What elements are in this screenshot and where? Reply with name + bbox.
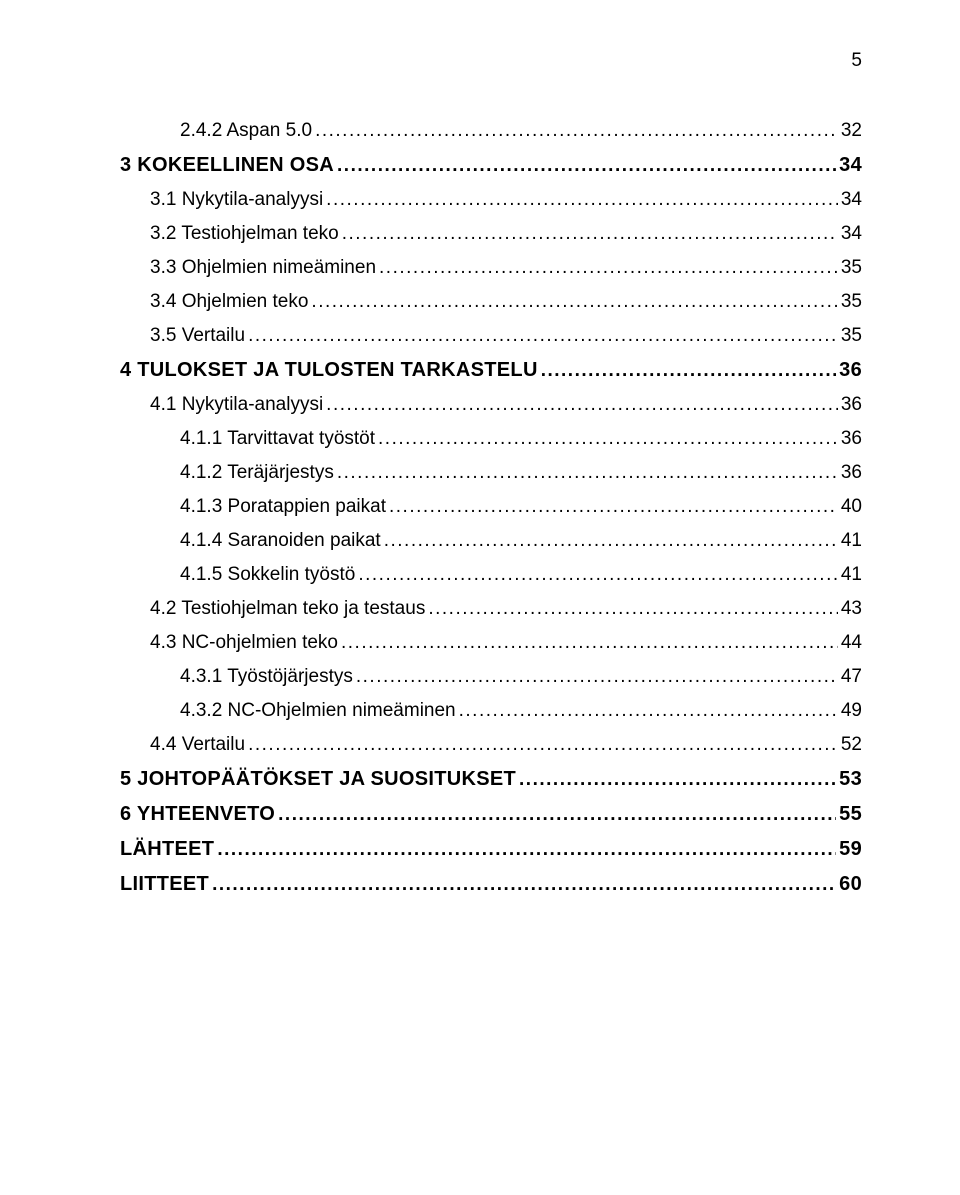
toc-entry-label: 3.2 Testiohjelman teko [150,223,339,245]
table-of-contents: 2.4.2 Aspan 5.0.........................… [120,120,862,896]
toc-entry-page: 32 [841,120,862,142]
toc-entry-page: 60 [839,873,862,896]
toc-entry: 4.1.5 Sokkelin työstö...................… [120,564,862,586]
toc-entry: 3.3 Ohjelmien nimeäminen................… [120,257,862,279]
toc-entry-label: 3 KOKEELLINEN OSA [120,154,334,177]
toc-entry-page: 35 [841,257,862,279]
toc-dot-leader: ........................................… [358,564,838,586]
toc-entry: 4.1 Nykytila-analyysi...................… [120,394,862,416]
toc-dot-leader: ........................................… [248,325,838,347]
toc-entry: 4.2 Testiohjelman teko ja testaus.......… [120,598,862,620]
toc-dot-leader: ........................................… [311,291,837,313]
toc-dot-leader: ........................................… [326,394,838,416]
toc-dot-leader: ........................................… [379,257,838,279]
toc-entry-label: 4 TULOKSET JA TULOSTEN TARKASTELU [120,359,538,382]
toc-entry-page: 41 [841,530,862,552]
toc-entry: 4.3.1 Työstöjärjestys...................… [120,666,862,688]
toc-entry-label: 4.1.3 Poratappien paikat [180,496,386,518]
toc-entry: 3.5 Vertailu............................… [120,325,862,347]
toc-entry-label: 4.4 Vertailu [150,734,245,756]
toc-entry: 4.1.3 Poratappien paikat................… [120,496,862,518]
toc-entry: 3.4 Ohjelmien teko......................… [120,291,862,313]
toc-entry: 3.2 Testiohjelman teko..................… [120,223,862,245]
toc-dot-leader: ........................................… [428,598,838,620]
toc-dot-leader: ........................................… [378,428,838,450]
toc-entry: 4.1.1 Tarvittavat työstöt...............… [120,428,862,450]
toc-dot-leader: ........................................… [212,874,836,896]
toc-entry-label: LIITTEET [120,873,209,896]
toc-entry: 2.4.2 Aspan 5.0.........................… [120,120,862,142]
toc-entry-label: 4.3 NC-ohjelmien teko [150,632,338,654]
page-number: 5 [851,50,862,72]
toc-entry: 4.1.4 Saranoiden paikat.................… [120,530,862,552]
toc-dot-leader: ........................................… [337,155,836,177]
toc-entry: 5 JOHTOPÄÄTÖKSET JA SUOSITUKSET.........… [120,768,862,791]
toc-entry: 4.4 Vertailu............................… [120,734,862,756]
toc-entry-page: 36 [841,394,862,416]
toc-entry-page: 40 [841,496,862,518]
toc-entry: 3 KOKEELLINEN OSA.......................… [120,154,862,177]
toc-entry-page: 36 [841,428,862,450]
toc-entry-label: 4.1.4 Saranoiden paikat [180,530,381,552]
toc-dot-leader: ........................................… [356,666,838,688]
toc-entry-page: 59 [839,838,862,861]
toc-entry-label: 4.1.5 Sokkelin työstö [180,564,355,586]
toc-dot-leader: ........................................… [326,189,838,211]
toc-entry-page: 35 [841,325,862,347]
toc-dot-leader: ........................................… [278,804,836,826]
toc-entry-page: 49 [841,700,862,722]
toc-entry-page: 34 [841,223,862,245]
toc-entry-page: 53 [839,768,862,791]
toc-entry-label: 3.5 Vertailu [150,325,245,347]
toc-entry-label: 3.1 Nykytila-analyysi [150,189,323,211]
toc-entry: 3.1 Nykytila-analyysi...................… [120,189,862,211]
toc-dot-leader: ........................................… [315,120,838,142]
toc-entry-label: LÄHTEET [120,838,214,861]
toc-entry-page: 35 [841,291,862,313]
toc-entry-page: 44 [841,632,862,654]
toc-entry-page: 36 [841,462,862,484]
toc-dot-leader: ........................................… [341,632,838,654]
toc-entry: LIITTEET................................… [120,873,862,896]
toc-entry: 4.3 NC-ohjelmien teko...................… [120,632,862,654]
toc-entry: LÄHTEET.................................… [120,838,862,861]
toc-entry-label: 3.3 Ohjelmien nimeäminen [150,257,376,279]
toc-entry-page: 34 [841,189,862,211]
toc-dot-leader: ........................................… [337,462,838,484]
toc-dot-leader: ........................................… [342,223,838,245]
toc-dot-leader: ........................................… [519,769,836,791]
toc-entry: 4.3.2 NC-Ohjelmien nimeäminen...........… [120,700,862,722]
toc-entry-label: 5 JOHTOPÄÄTÖKSET JA SUOSITUKSET [120,768,516,791]
toc-entry-label: 2.4.2 Aspan 5.0 [180,120,312,142]
toc-entry-label: 4.3.1 Työstöjärjestys [180,666,353,688]
toc-entry-label: 4.3.2 NC-Ohjelmien nimeäminen [180,700,456,722]
toc-entry-label: 4.2 Testiohjelman teko ja testaus [150,598,425,620]
toc-entry-page: 55 [839,803,862,826]
toc-entry-label: 4.1 Nykytila-analyysi [150,394,323,416]
toc-entry-page: 34 [839,154,862,177]
toc-entry: 6 YHTEENVETO............................… [120,803,862,826]
toc-dot-leader: ........................................… [384,530,838,552]
toc-entry-page: 47 [841,666,862,688]
toc-dot-leader: ........................................… [541,360,836,382]
toc-entry-page: 43 [841,598,862,620]
toc-entry-label: 4.1.2 Teräjärjestys [180,462,334,484]
toc-entry-label: 4.1.1 Tarvittavat työstöt [180,428,375,450]
toc-entry-page: 52 [841,734,862,756]
toc-entry-page: 36 [839,359,862,382]
toc-dot-leader: ........................................… [389,496,838,518]
toc-dot-leader: ........................................… [248,734,838,756]
toc-dot-leader: ........................................… [459,700,838,722]
toc-entry-label: 6 YHTEENVETO [120,803,275,826]
toc-dot-leader: ........................................… [217,839,836,861]
toc-entry-label: 3.4 Ohjelmien teko [150,291,308,313]
toc-entry: 4.1.2 Teräjärjestys.....................… [120,462,862,484]
toc-entry-page: 41 [841,564,862,586]
toc-entry: 4 TULOKSET JA TULOSTEN TARKASTELU.......… [120,359,862,382]
